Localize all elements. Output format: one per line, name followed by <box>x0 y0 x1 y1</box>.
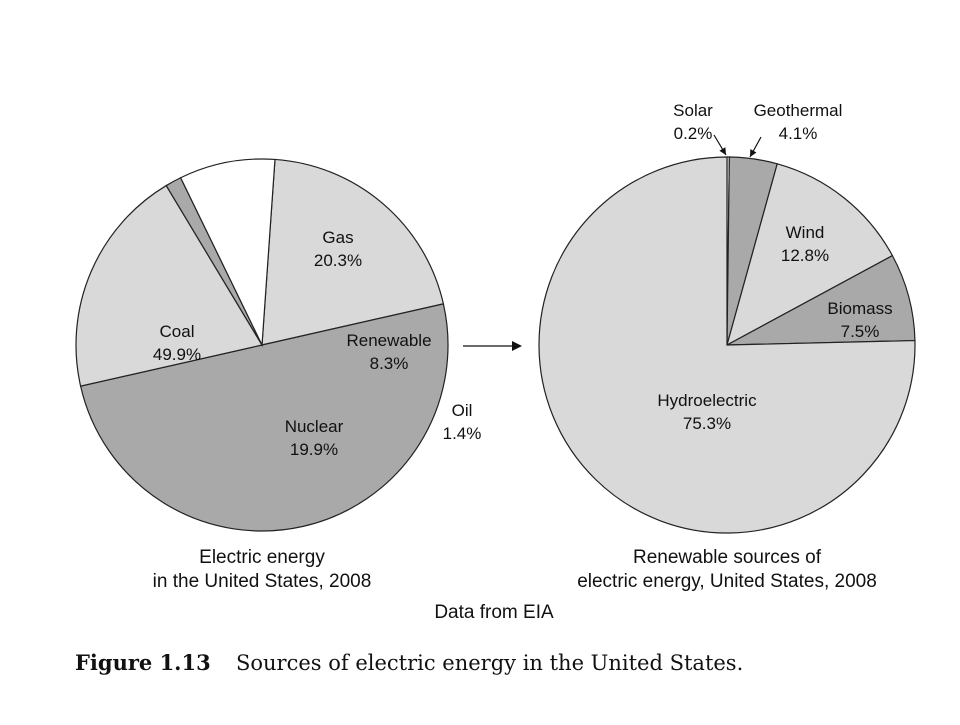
pie-slice-coal <box>79 303 449 532</box>
slice-label-biomass: Biomass <box>827 299 892 318</box>
slice-label-renewable: Renewable <box>346 331 431 350</box>
pie-slice-wind <box>726 163 894 347</box>
slice-label-wind: Wind <box>786 223 825 242</box>
slice-value-coal: 49.9% <box>153 345 201 364</box>
slice-value-renewable: 8.3% <box>370 354 409 373</box>
slice-value-biomass: 7.5% <box>841 322 880 341</box>
slice-value-wind: 12.8% <box>781 246 829 265</box>
pie-chart-us-electric-energy: Gas 20.3% Coal 49.9% Nuclear 19.9% Oil 1.4% Rene… <box>75 158 482 532</box>
leader-arrowhead-geothermal <box>750 149 757 157</box>
arrow-connector <box>463 341 522 351</box>
slice-value-oil: 1.4% <box>443 424 482 443</box>
pie-slice-hydroelectric <box>538 156 916 534</box>
slice-value-hydroelectric: 75.3% <box>683 414 731 433</box>
leader-arrowhead-solar <box>719 147 726 155</box>
slice-value-gas: 20.3% <box>314 251 362 270</box>
slice-label-coal: Coal <box>160 322 195 341</box>
slice-label-solar: Solar <box>673 101 713 120</box>
slice-label-gas: Gas <box>322 228 353 247</box>
left-caption-line1: Electric energy <box>199 547 325 568</box>
pie-slice-nuclear <box>75 184 263 387</box>
slice-value-geothermal: 4.1% <box>779 124 818 143</box>
slice-label-hydroelectric: Hydroelectric <box>657 391 757 410</box>
source-note: Data from EIA <box>434 602 554 623</box>
pie-slice-renewable <box>179 158 276 348</box>
left-caption-line2: in the United States, 2008 <box>153 571 372 592</box>
figure-caption-text: Sources of electric energy in the United… <box>236 651 743 675</box>
slice-value-solar: 0.2% <box>674 124 713 143</box>
slice-label-oil: Oil <box>452 401 473 420</box>
pie-chart-renewable-sources: Solar 0.2% Geothermal 4.1% Wind 12.8% Biomass 7… <box>538 101 916 534</box>
figure-number: Figure 1.13 <box>75 650 211 675</box>
right-caption-line2: electric energy, United States, 2008 <box>577 571 877 592</box>
slice-value-nuclear: 19.9% <box>290 440 338 459</box>
slice-label-geothermal: Geothermal <box>754 101 843 120</box>
pie-slice-gas <box>261 158 445 346</box>
slice-label-nuclear: Nuclear <box>285 417 344 436</box>
right-caption-line1: Renewable sources of <box>633 547 822 568</box>
